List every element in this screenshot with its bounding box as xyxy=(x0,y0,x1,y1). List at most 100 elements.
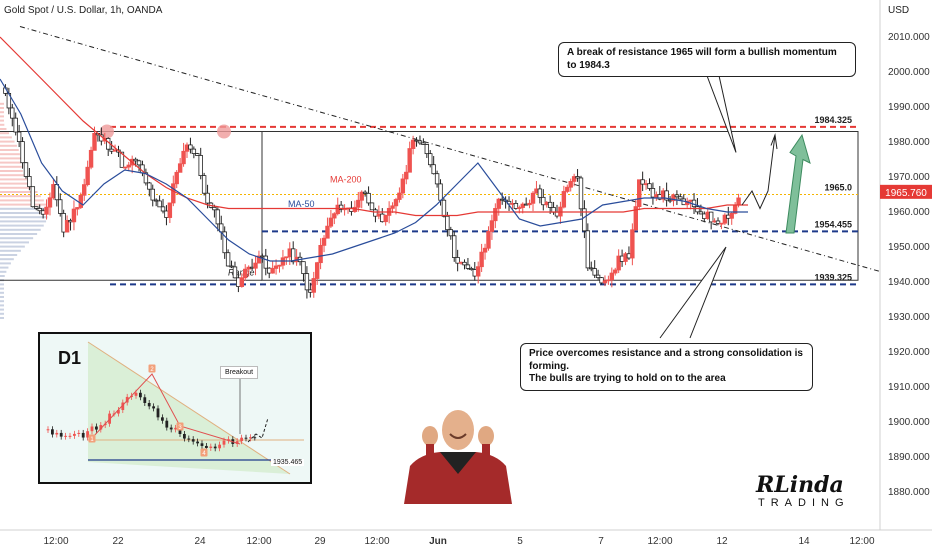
candle-body xyxy=(174,171,179,185)
candle-body xyxy=(708,211,714,223)
volume-profile-bar xyxy=(0,258,14,261)
candle-body xyxy=(273,265,279,269)
candle-body xyxy=(493,208,498,222)
inset-candle-body xyxy=(156,408,160,418)
volume-profile-bar xyxy=(0,207,48,210)
inset-candle-body xyxy=(249,437,252,439)
candle-body xyxy=(575,176,580,179)
candle-body xyxy=(537,188,543,198)
y-tick-label: 1880.000 xyxy=(888,487,930,498)
inset-breakout-projection xyxy=(247,417,269,443)
price-axis-panel xyxy=(880,0,932,550)
candle-body xyxy=(71,208,77,223)
inset-candle-body xyxy=(178,427,182,434)
candle-body xyxy=(640,179,645,185)
logo-main-text: RLinda xyxy=(756,472,844,498)
candle-body xyxy=(431,164,436,175)
candle-body xyxy=(571,176,577,182)
candle-body xyxy=(410,139,416,149)
candle-body xyxy=(123,166,128,169)
candle-body xyxy=(160,206,166,212)
volume-profile-bar xyxy=(0,199,44,202)
volume-profile-bar xyxy=(0,144,17,147)
candle-body xyxy=(284,256,289,259)
candle-body xyxy=(47,197,53,208)
ma50-line xyxy=(0,78,748,262)
candle-body xyxy=(171,183,176,204)
x-tick-label: 12:00 xyxy=(246,536,271,547)
logo-sub-text: TRADING xyxy=(758,497,850,509)
candle-body xyxy=(674,194,680,198)
candle-body xyxy=(715,220,721,224)
candle-body xyxy=(321,237,327,246)
candle-body xyxy=(270,268,275,274)
candle-body xyxy=(390,205,395,209)
volume-profile-bar xyxy=(0,128,7,130)
volume-profile-bar xyxy=(0,212,49,214)
candle-body xyxy=(119,151,125,168)
candle-body xyxy=(606,279,611,282)
candle-body xyxy=(486,231,491,249)
y-tick-label: 1980.000 xyxy=(888,137,930,148)
inset-candle-body xyxy=(161,417,164,421)
candle-body xyxy=(602,280,608,284)
x-tick-label: 12:00 xyxy=(43,536,68,547)
inset-candle-body xyxy=(73,433,76,436)
inset-candle-body xyxy=(121,402,125,411)
candle-body xyxy=(599,277,604,284)
inset-wave-marker xyxy=(176,422,184,431)
volume-profile-bar xyxy=(0,216,48,219)
volume-profile-bar xyxy=(0,233,38,235)
candle-body xyxy=(722,214,728,224)
candle-body xyxy=(54,184,60,201)
candle-body xyxy=(30,186,36,208)
candle-body xyxy=(243,268,248,279)
candle-body xyxy=(23,162,29,177)
inset-candle-body xyxy=(95,426,98,430)
range-label: Range xyxy=(228,267,255,277)
candle-body xyxy=(198,155,203,177)
candle-body xyxy=(647,183,652,189)
candle-body xyxy=(400,178,406,194)
volume-profile-bar xyxy=(0,111,4,114)
annotation-top-text: A break of resistance 1965 will form a b… xyxy=(567,47,837,71)
candle-body xyxy=(513,202,519,209)
volume-profile-bar xyxy=(0,136,12,139)
y-tick-label: 1930.000 xyxy=(888,312,930,323)
breakout-label: Breakout xyxy=(220,366,259,379)
ma200-line xyxy=(0,36,748,217)
candle-body xyxy=(92,132,97,151)
inset-candle-body xyxy=(183,433,186,439)
candle-body xyxy=(225,252,231,267)
inset-candle-body xyxy=(205,445,208,448)
candle-body xyxy=(637,179,642,207)
x-tick-label: 29 xyxy=(314,536,326,547)
candle-body xyxy=(167,202,173,218)
ma200-label: MA-200 xyxy=(330,174,362,184)
volume-profile-bar xyxy=(0,245,25,248)
candle-body xyxy=(338,204,344,210)
candle-body xyxy=(229,265,234,268)
candle-body xyxy=(496,198,501,209)
candle-body xyxy=(34,206,39,209)
x-tick-label: 7 xyxy=(598,536,604,547)
inset-wave-marker-label: 3 xyxy=(178,425,182,431)
volume-profile-bar xyxy=(0,132,10,135)
volume-profile-bar xyxy=(0,140,15,143)
inset-candle-body xyxy=(46,429,50,431)
y-tick-label: 1910.000 xyxy=(888,382,930,393)
candle-body xyxy=(64,219,70,233)
inset-candle-body xyxy=(55,432,59,435)
volume-profile-bar xyxy=(0,203,47,206)
inset-candle-body xyxy=(227,439,230,441)
d1-inset-svg: 1 2 3 4 xyxy=(46,341,304,475)
candle-body xyxy=(362,191,368,194)
candle-body xyxy=(356,199,361,208)
candle-body xyxy=(20,141,25,164)
candle-body xyxy=(136,160,142,166)
candle-body xyxy=(650,188,656,198)
candle-body xyxy=(489,220,495,232)
volume-profile-bar xyxy=(0,178,28,181)
candle-body xyxy=(314,262,320,279)
candle-body xyxy=(630,229,635,259)
